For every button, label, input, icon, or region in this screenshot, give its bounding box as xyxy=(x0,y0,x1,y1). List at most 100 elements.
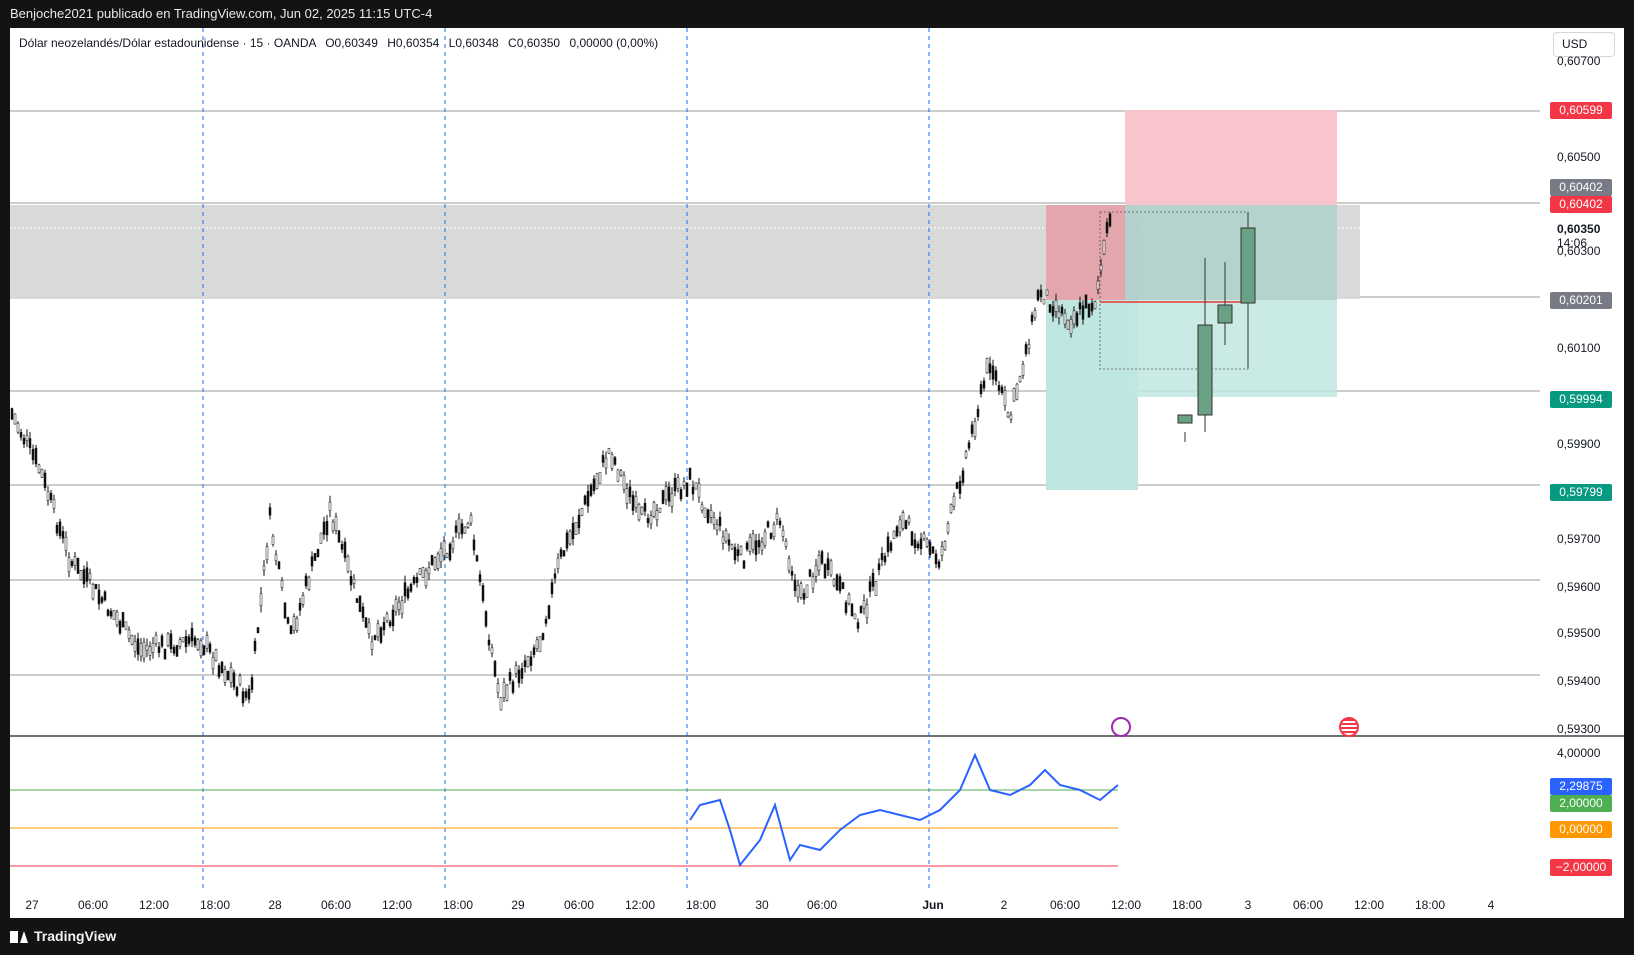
candle-body xyxy=(484,611,488,627)
candle-body xyxy=(634,496,638,508)
candle-body xyxy=(778,520,782,526)
candle-body xyxy=(316,548,320,558)
candle-body xyxy=(1084,294,1088,309)
candle-body xyxy=(859,606,863,613)
candle-body xyxy=(352,579,356,584)
symbol-name[interactable]: Dólar neozelandés/Dólar estadounidense ·… xyxy=(19,36,316,50)
candle-body xyxy=(268,507,272,516)
candle-body xyxy=(118,621,122,634)
candle-body xyxy=(334,516,338,531)
us-flag-event-icon[interactable] xyxy=(1339,717,1359,737)
candle-body xyxy=(643,502,647,512)
candle-body xyxy=(100,597,104,603)
candle-body xyxy=(628,486,632,498)
time-axis-label: 30 xyxy=(755,898,769,912)
candle-body xyxy=(1015,383,1019,400)
candle-body xyxy=(763,531,767,546)
candle-body xyxy=(280,580,284,588)
candle-body xyxy=(463,526,467,534)
candle-body xyxy=(994,370,998,382)
time-axis-label: 18:00 xyxy=(442,898,474,912)
candle-body xyxy=(370,641,374,650)
candle-body xyxy=(58,521,62,537)
time-axis-label: 06:00 xyxy=(563,898,595,912)
candle-body xyxy=(496,683,500,693)
candle-body xyxy=(469,515,473,524)
candle-body xyxy=(376,623,380,638)
candle-body xyxy=(373,635,377,640)
candle-body xyxy=(640,507,644,515)
candle-body xyxy=(592,478,596,491)
candle-body xyxy=(550,582,554,595)
lower-band-tag: −2,00000 xyxy=(1550,859,1612,876)
candle-body xyxy=(1000,386,1004,394)
candle-body xyxy=(244,691,248,698)
candle-body xyxy=(136,638,140,655)
candle-body xyxy=(325,521,329,536)
candle-body xyxy=(361,606,365,618)
chart-frame[interactable] xyxy=(10,28,1624,918)
candle-body xyxy=(1069,319,1073,335)
candle-body xyxy=(598,472,602,484)
candle-body xyxy=(13,413,17,425)
candle-body xyxy=(493,660,497,677)
candle-body xyxy=(67,557,71,573)
candle-body xyxy=(1018,376,1022,383)
candle-body xyxy=(184,635,188,648)
candle-body xyxy=(955,482,959,489)
time-axis-label: 12:00 xyxy=(381,898,413,912)
price-axis-label: 0,59900 xyxy=(1557,437,1601,451)
candle-body xyxy=(739,546,743,555)
candle-body xyxy=(115,611,119,626)
candle-body xyxy=(388,621,392,627)
candle-body xyxy=(415,577,419,583)
candle-body xyxy=(748,536,752,552)
candle-body xyxy=(97,589,101,605)
candle-body xyxy=(703,507,707,518)
candle-body xyxy=(814,565,818,577)
candle-body xyxy=(235,687,239,696)
candle-body xyxy=(88,573,92,580)
candle-body xyxy=(670,493,674,507)
price-axis-label: 0,59700 xyxy=(1557,532,1601,546)
candle-body xyxy=(949,504,953,513)
price-axis-label: 0,60500 xyxy=(1557,150,1601,164)
candle-body xyxy=(61,531,65,539)
tradingview-brand[interactable]: TradingView xyxy=(10,918,116,955)
time-axis-label: Jun xyxy=(922,898,944,912)
candle-body xyxy=(715,524,719,531)
lightning-event-icon[interactable] xyxy=(1111,717,1131,737)
candle-body xyxy=(919,538,923,550)
candle-body xyxy=(223,669,227,683)
candle-body xyxy=(292,616,296,631)
candle-body xyxy=(649,515,653,525)
candle-body xyxy=(1030,314,1034,322)
candle-body xyxy=(169,633,173,650)
candle-body xyxy=(637,504,641,521)
candle-body xyxy=(1078,302,1082,310)
candle-body xyxy=(262,565,266,571)
candle-body xyxy=(706,509,710,523)
candle-body xyxy=(289,625,293,634)
candle-body xyxy=(103,591,107,601)
candle-body xyxy=(544,618,548,624)
currency-button[interactable]: USD xyxy=(1553,32,1615,57)
candle-body xyxy=(625,488,629,504)
candle-body xyxy=(94,584,98,590)
candle-body xyxy=(541,633,545,640)
candle-body xyxy=(874,581,878,596)
candle-body xyxy=(757,540,761,548)
candle-body xyxy=(340,544,344,550)
candle-body xyxy=(688,467,692,480)
candle-body xyxy=(1060,306,1064,314)
low-value: L0,60348 xyxy=(448,36,499,50)
candle-body xyxy=(187,636,191,644)
candle-body xyxy=(907,517,911,523)
candle-body xyxy=(40,468,44,478)
candle-body xyxy=(1090,302,1094,312)
candle-body xyxy=(523,660,527,668)
candle-body xyxy=(973,420,977,437)
candle-body xyxy=(964,451,968,458)
candle-body xyxy=(901,512,905,529)
